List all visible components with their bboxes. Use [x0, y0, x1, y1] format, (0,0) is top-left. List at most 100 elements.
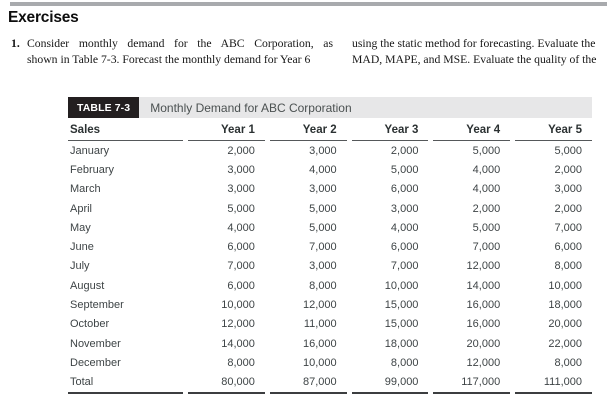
row-label: June	[70, 241, 94, 254]
table-row: September 10,000 12,000 15,000 16,000 18,000	[68, 295, 592, 314]
row-label: February	[70, 163, 115, 176]
cell-value: 10,000	[548, 279, 582, 292]
table-row: August 6,000 8,000 10,000 14,000 10,000	[68, 276, 592, 295]
cell-value: 8,000	[554, 260, 582, 273]
cell-value: 99,000	[351, 373, 429, 394]
cell-value: 7,000	[227, 260, 255, 273]
table-row-total: Total 80,000 87,000 99,000 117,000 111,000	[68, 373, 592, 394]
cell-value: 15,000	[384, 299, 419, 312]
column-header-year3: Year 3	[351, 119, 429, 141]
cell-value: 7,000	[390, 260, 419, 273]
row-label: Total	[68, 373, 184, 394]
cell-value: 4,000	[472, 183, 501, 196]
row-label: July	[70, 260, 90, 273]
table-header-row: Sales Year 1 Year 2 Year 3 Year 4 Year 5	[68, 119, 592, 141]
cell-value: 3,000	[227, 183, 255, 196]
cell-value: 3,000	[309, 144, 337, 157]
cell-value: 2,000	[227, 144, 255, 157]
cell-value: 6,000	[227, 279, 255, 292]
column-header-year1: Year 1	[188, 119, 265, 141]
table-row: June 6,000 7,000 6,000 7,000 6,000	[68, 237, 592, 256]
cell-value: 8,000	[227, 356, 255, 369]
table-row: February 3,000 4,000 5,000 4,000 2,000	[68, 160, 592, 179]
cell-value: 12,000	[466, 356, 501, 369]
row-label: April	[70, 202, 93, 215]
table-row: December 8,000 10,000 8,000 12,000 8,000	[68, 353, 592, 372]
cell-value: 6,000	[227, 241, 255, 254]
cell-value: 10,000	[221, 299, 255, 312]
cell-value: 14,000	[466, 279, 501, 292]
cell-value: 5,000	[472, 144, 501, 157]
cell-value: 111,000	[515, 373, 592, 394]
cell-value: 5,000	[390, 163, 419, 176]
cell-value: 16,000	[303, 337, 337, 350]
cell-value: 18,000	[548, 299, 582, 312]
cell-value: 6,000	[390, 241, 419, 254]
table-body: January 2,000 3,000 2,000 5,000 5,000 February…	[68, 141, 592, 394]
cell-value: 12,000	[221, 318, 255, 331]
cell-value: 20,000	[466, 337, 501, 350]
demand-table: Sales Year 1 Year 2 Year 3 Year 4 Year 5…	[63, 119, 597, 394]
row-label: December	[70, 356, 121, 369]
cell-value: 5,000	[309, 221, 337, 234]
cell-value: 5,000	[472, 221, 501, 234]
cell-value: 8,000	[554, 356, 582, 369]
table-row: July 7,000 3,000 7,000 12,000 8,000	[68, 257, 592, 276]
column-header-year4: Year 4	[433, 119, 511, 141]
cell-value: 12,000	[466, 260, 501, 273]
cell-value: 3,000	[227, 163, 255, 176]
exercise-text-right-column: using the static method for forecasting.…	[352, 36, 613, 68]
cell-value: 2,000	[554, 202, 582, 215]
cell-value: 10,000	[384, 279, 419, 292]
exercise-text-left-column: Consider monthly demand for the ABC Corp…	[27, 36, 333, 68]
table-title: Monthly Demand for ABC Corporation	[139, 97, 592, 118]
cell-value: 11,000	[303, 318, 337, 331]
table-row: March 3,000 3,000 6,000 4,000 3,000	[68, 180, 592, 199]
row-label: January	[70, 144, 110, 157]
row-label: March	[70, 183, 101, 196]
cell-value: 8,000	[309, 279, 337, 292]
exercise-text-line: shown in Table 7-3. Forecast the monthly…	[27, 53, 311, 67]
cell-value: 3,000	[390, 202, 419, 215]
cell-value: 2,000	[472, 202, 501, 215]
cell-value: 3,000	[309, 260, 337, 273]
table-title-bar: TABLE 7-3 Monthly Demand for ABC Corpora…	[68, 97, 592, 118]
cell-value: 16,000	[466, 318, 501, 331]
row-label: May	[70, 221, 91, 234]
cell-value: 6,000	[390, 183, 419, 196]
column-header-sales: Sales	[68, 119, 184, 141]
row-label: November	[70, 337, 121, 350]
cell-value: 4,000	[309, 163, 337, 176]
cell-value: 18,000	[384, 337, 419, 350]
table-tag-label: TABLE 7-3	[68, 97, 140, 118]
exercise-number: 1.	[11, 37, 20, 50]
table-row: November 14,000 16,000 18,000 20,000 22,000	[68, 334, 592, 353]
table-7-3: TABLE 7-3 Monthly Demand for ABC Corpora…	[68, 97, 592, 394]
page-title: Exercises	[8, 9, 79, 26]
cell-value: 16,000	[466, 299, 501, 312]
table-row: January 2,000 3,000 2,000 5,000 5,000	[68, 141, 592, 160]
cell-value: 12,000	[303, 299, 337, 312]
cell-value: 3,000	[309, 183, 337, 196]
row-label: September	[70, 299, 124, 312]
cell-value: 80,000	[188, 373, 265, 394]
exercise-text-line: Consider monthly demand for the ABC Corp…	[27, 37, 333, 50]
cell-value: 7,000	[472, 241, 501, 254]
cell-value: 2,000	[390, 144, 419, 157]
cell-value: 7,000	[309, 241, 337, 254]
row-label: August	[70, 279, 105, 292]
cell-value: 5,000	[309, 202, 337, 215]
table-row: October 12,000 11,000 15,000 16,000 20,000	[68, 315, 592, 334]
cell-value: 20,000	[548, 318, 582, 331]
column-header-year2: Year 2	[269, 119, 347, 141]
cell-value: 22,000	[548, 337, 582, 350]
cell-value: 2,000	[554, 163, 582, 176]
cell-value: 8,000	[390, 356, 419, 369]
cell-value: 5,000	[227, 202, 255, 215]
cell-value: 4,000	[472, 163, 501, 176]
cell-value: 5,000	[554, 144, 582, 157]
cell-value: 117,000	[433, 373, 511, 394]
cell-value: 4,000	[227, 221, 255, 234]
cell-value: 3,000	[554, 183, 582, 196]
page-top-rule	[10, 2, 607, 6]
